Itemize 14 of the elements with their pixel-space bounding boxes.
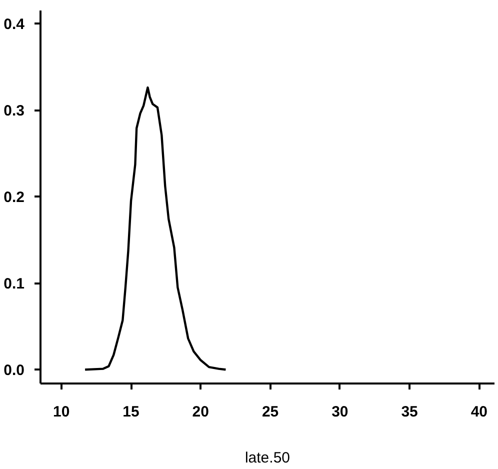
x-axis-title: late.50 (244, 450, 290, 466)
x-tick-label: 10 (53, 404, 70, 420)
y-tick-label: 0.4 (4, 16, 26, 33)
line-series (84, 86, 227, 371)
x-tick-label: 35 (401, 404, 418, 420)
y-tick-label: 0.2 (4, 189, 25, 206)
y-tick-label: 0.0 (4, 362, 25, 380)
x-tick-label: 25 (262, 404, 279, 420)
x-tick-label: 30 (332, 404, 348, 420)
x-tick-label: 20 (192, 404, 209, 420)
y-tick-label: 0.3 (4, 102, 25, 120)
x-tick-label: 15 (122, 404, 140, 420)
x-tick-label: 40 (470, 404, 488, 420)
y-tick-label: 0.1 (4, 276, 25, 293)
